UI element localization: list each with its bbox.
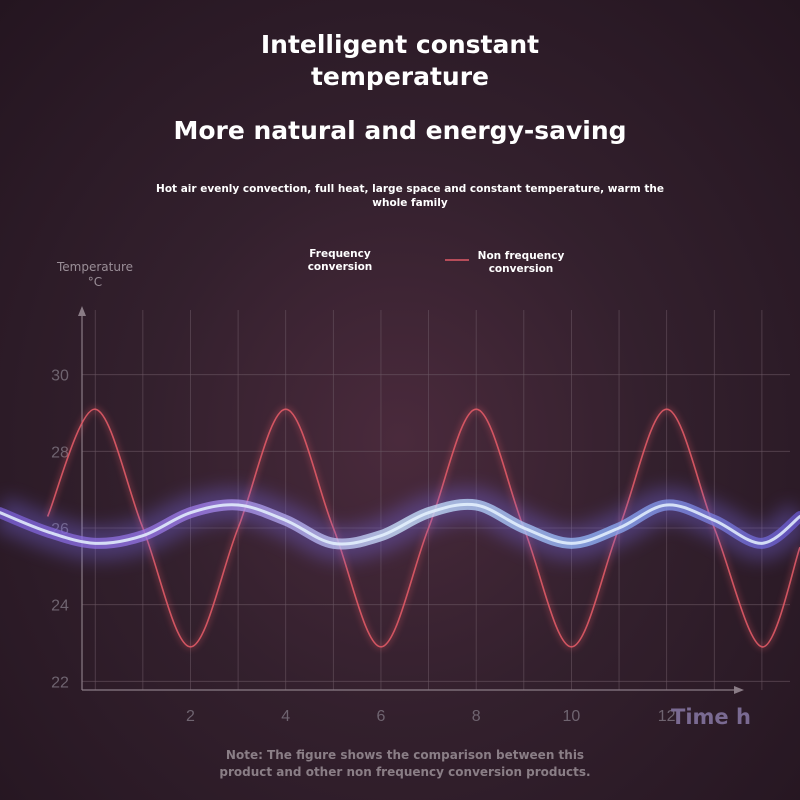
y-axis-arrow [78,306,86,316]
description: Hot air evenly convection, full heat, la… [150,182,670,210]
title-line1: Intelligent constant [260,30,540,59]
footnote-line2: product and other non frequency conversi… [219,765,591,779]
x-axis-title: Time h [671,705,751,729]
series [0,406,800,650]
grid [82,310,790,690]
legend-non-frequency-label: Non frequency conversion [461,250,581,276]
x-axis-arrow [734,686,744,694]
x-tick-label: 10 [563,708,581,725]
legend-non-frequency-line2: conversion [488,263,554,275]
subtitle: More natural and energy-saving [173,116,627,145]
footnote-line1: Note: The figure shows the comparison be… [225,748,585,762]
series-frequency-line [0,502,800,546]
y-tick-label: 22 [51,674,69,691]
description-line2: whole family [372,197,448,209]
x-tick-label: 6 [376,708,385,725]
axes [78,306,744,694]
y-tick-label: 28 [51,444,69,461]
x-tick-label: 2 [186,708,195,725]
y-tick-label: 30 [51,368,69,385]
legend-frequency-label: Frequency conversion [280,248,400,274]
title-line2: temperature [310,62,490,91]
legend-frequency-line2: conversion [307,261,373,273]
y-axis-title-line1: Temperature [56,260,133,274]
y-axis-title-line2: °C [87,275,103,289]
y-axis-title: Temperature °C [40,260,150,290]
x-tick-label: 12 [658,708,676,725]
legend [256,256,469,266]
x-tick-label: 8 [472,708,481,725]
description-line1: Hot air evenly convection, full heat, la… [156,183,664,195]
y-tick-label: 24 [51,598,69,615]
legend-non-frequency-line1: Non frequency [477,250,565,262]
x-tick-label: 4 [281,708,290,725]
footnote: Note: The figure shows the comparison be… [150,747,660,781]
legend-frequency-line1: Frequency [309,248,371,260]
